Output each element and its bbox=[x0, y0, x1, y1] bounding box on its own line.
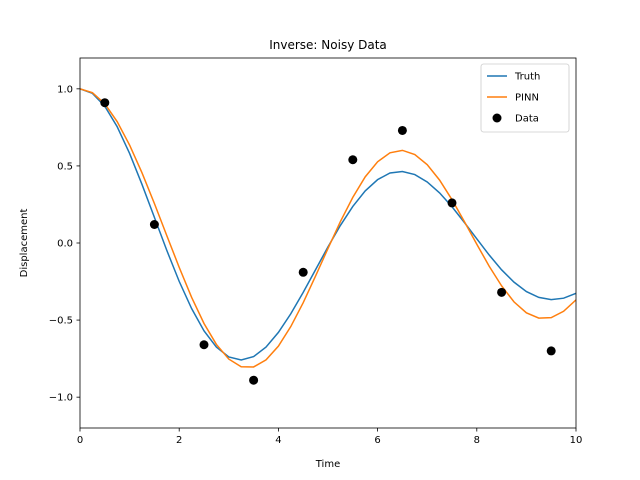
y-tick-label: 0.0 bbox=[57, 239, 73, 250]
legend-label-pinn: PINN bbox=[515, 93, 539, 104]
legend-swatch-data bbox=[492, 113, 502, 123]
x-tick-label: 10 bbox=[570, 435, 583, 446]
data-point bbox=[298, 267, 308, 277]
x-tick-label: 8 bbox=[474, 435, 480, 446]
x-tick-label: 0 bbox=[77, 435, 83, 446]
y-tick-label: 1.0 bbox=[57, 84, 73, 95]
legend-label-data: Data bbox=[515, 114, 539, 125]
data-point bbox=[149, 220, 159, 229]
legend-box bbox=[480, 63, 570, 133]
x-tick-label: 6 bbox=[374, 435, 380, 446]
x-axis-label: Time bbox=[315, 459, 340, 470]
data-point bbox=[397, 125, 407, 135]
data-point bbox=[546, 346, 556, 356]
plot-area bbox=[80, 88, 576, 385]
data-point bbox=[249, 375, 259, 385]
x-tick-label: 2 bbox=[176, 435, 182, 446]
data-point bbox=[199, 340, 209, 350]
y-tick-label: 0.5 bbox=[57, 161, 73, 172]
chart-title: Inverse: Noisy Data bbox=[269, 38, 387, 52]
data-point bbox=[100, 98, 110, 108]
data-point bbox=[447, 198, 457, 208]
axes: 0 2 4 6 8 10 −1.0 −0.5 0.0 0.5 1.0 bbox=[49, 57, 583, 446]
y-tick-label: −0.5 bbox=[49, 316, 73, 327]
legend: Truth PINN Data bbox=[480, 63, 570, 133]
data-point bbox=[348, 155, 358, 165]
series-line-pinn bbox=[80, 88, 576, 368]
data-point bbox=[497, 287, 507, 297]
y-tick-label: −1.0 bbox=[49, 393, 73, 404]
legend-label-truth: Truth bbox=[514, 72, 540, 83]
x-tick-label: 4 bbox=[275, 435, 281, 446]
y-axis-label: Displacement bbox=[19, 209, 30, 278]
